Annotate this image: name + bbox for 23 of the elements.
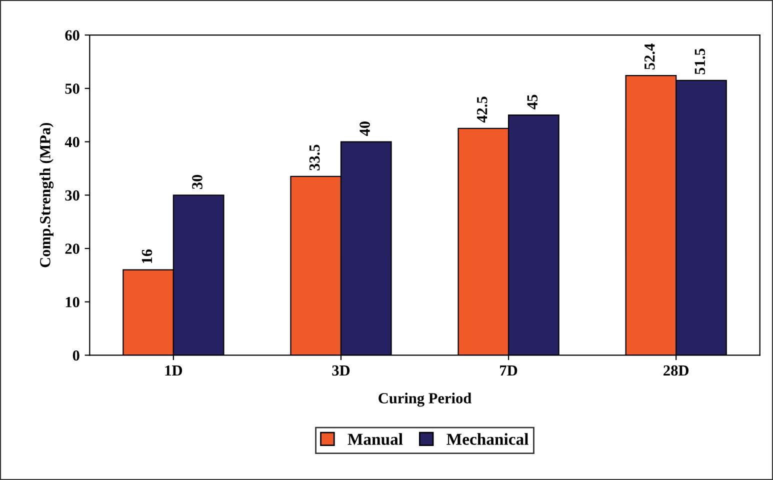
data-label: 52.4 — [644, 44, 655, 70]
x-tick-label: 28D — [664, 365, 688, 376]
x-tick-label: 3D — [332, 365, 350, 376]
data-label: 33.5 — [309, 144, 320, 170]
data-label: 42.5 — [476, 96, 488, 123]
x-axis-title: Curing Period — [378, 392, 472, 407]
data-label: 40 — [360, 122, 370, 136]
y-axis-title: Comp.Strength (MPa) — [40, 122, 54, 268]
y-tick-label: 60 — [65, 30, 80, 40]
x-tick-label: 1D — [165, 365, 182, 376]
x-tick-label: 7D — [500, 366, 518, 376]
y-tick-label: 20 — [65, 244, 80, 254]
data-label: 45 — [527, 94, 538, 110]
y-tick-label: 10 — [66, 296, 80, 308]
data-label: 30 — [192, 174, 202, 189]
data-label: 51.5 — [694, 48, 706, 74]
data-label: 16 — [142, 249, 152, 264]
legend-label: Mechanical — [446, 433, 528, 445]
y-tick-label: 0 — [72, 350, 80, 361]
y-tick-label: 50 — [65, 84, 80, 94]
legend-label: Manual — [348, 433, 403, 445]
y-tick-label: 40 — [64, 136, 80, 148]
y-tick-label: 30 — [65, 190, 80, 201]
